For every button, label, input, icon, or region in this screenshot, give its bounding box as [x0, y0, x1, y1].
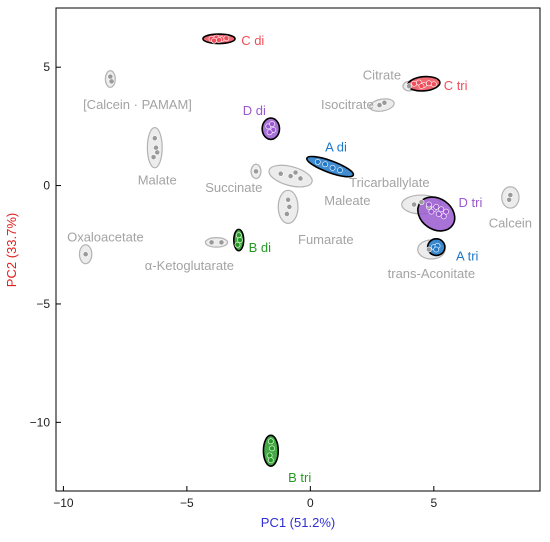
- point-maleate: [297, 175, 304, 182]
- point-isocitrate: [381, 99, 388, 106]
- point-a-di: [329, 164, 336, 171]
- point-b-tri: [267, 438, 274, 445]
- point-fumarate: [283, 211, 290, 217]
- point-c-tri: [425, 80, 432, 87]
- label-citrate: Citrate: [363, 67, 401, 82]
- point-calcein-pamam: [108, 78, 115, 85]
- point-a-tri: [433, 246, 440, 253]
- point-d-tri: [428, 208, 435, 215]
- plot-frame: [55, 7, 541, 492]
- point-a-di: [337, 167, 343, 174]
- point-ketoglutarate: [208, 239, 215, 246]
- label-c-tri: C tri: [444, 78, 468, 93]
- x-tick-label: −5: [180, 496, 194, 510]
- point-b-di: [237, 237, 243, 243]
- point-c-tri: [418, 83, 425, 90]
- point-d-tri: [435, 211, 442, 217]
- point-c-tri: [411, 80, 417, 87]
- label-d-tri: D tri: [459, 195, 483, 210]
- cluster-labels: Citrate Isocitrate [Calcein · PAMAM] Malate…: [67, 33, 532, 485]
- point-b-di: [235, 232, 242, 239]
- point-c-di: [223, 35, 230, 42]
- point-succinate: [253, 168, 259, 175]
- point-malate: [153, 144, 159, 151]
- x-tick-label: −10: [53, 496, 74, 510]
- label-b-tri: B tri: [288, 470, 311, 485]
- label-calcein: Calcein: [489, 215, 532, 230]
- point-malate: [154, 149, 161, 156]
- point-b-tri: [267, 457, 274, 464]
- x-tick-label: 0: [307, 496, 314, 510]
- point-ketoglutarate: [218, 239, 225, 246]
- point-b-tri: [269, 445, 275, 452]
- point-c-di: [216, 37, 222, 43]
- point-b-di: [234, 241, 241, 248]
- point-d-tri: [433, 203, 440, 210]
- label-malate: Malate: [138, 173, 177, 188]
- point-fumarate: [286, 203, 293, 210]
- y-tick-label: −10: [30, 415, 51, 429]
- point-malate: [151, 135, 158, 142]
- point-b-tri: [266, 452, 273, 459]
- data-points: [82, 34, 514, 464]
- point-tricarballylate: [411, 201, 417, 208]
- point-d-tri: [438, 206, 445, 213]
- label-tricarballylate: Tricarballylate: [349, 175, 429, 190]
- y-tick-label: 5: [43, 60, 50, 74]
- label-a-tri: A tri: [456, 248, 479, 263]
- point-citrate: [406, 83, 413, 90]
- label-d-di: D di: [243, 103, 266, 118]
- point-calcein: [506, 196, 513, 203]
- point-calcein-pamam: [107, 73, 114, 80]
- point-c-tri: [430, 81, 437, 88]
- x-axis-ticks: −10 −5 0 5: [53, 486, 437, 510]
- label-a-di: A di: [325, 140, 347, 155]
- label-trans-aconitate: trans-Aconitate: [388, 266, 475, 281]
- y-tick-label: −5: [36, 297, 50, 311]
- point-oxaloacetate: [82, 251, 89, 258]
- point-d-tri: [440, 213, 447, 220]
- point-d-di: [269, 121, 275, 127]
- point-a-di: [314, 158, 321, 165]
- y-tick-label: 0: [43, 179, 50, 193]
- point-tricarballylate: [418, 199, 425, 206]
- point-calcein: [507, 192, 514, 198]
- label-fumarate: Fumarate: [298, 232, 354, 247]
- point-d-tri: [425, 201, 432, 208]
- y-axis-ticks: 5 0 −5 −10: [30, 60, 61, 429]
- label-c-di: C di: [241, 33, 264, 48]
- label-succinate: Succinate: [205, 180, 262, 195]
- point-trans-aconitate: [425, 246, 432, 253]
- point-c-di: [211, 37, 217, 44]
- x-tick-label: 5: [430, 496, 437, 510]
- point-d-tri: [443, 208, 450, 215]
- label-b-di: B di: [249, 240, 272, 255]
- y-axis-label: PC2 (33.7%): [4, 213, 19, 287]
- point-maleate: [277, 170, 284, 177]
- point-a-di: [322, 161, 329, 168]
- point-malate: [150, 154, 157, 161]
- point-isocitrate: [376, 102, 383, 108]
- point-maleate: [292, 169, 299, 176]
- label-maleate: Maleate: [324, 193, 370, 208]
- x-axis-label: PC1 (51.2%): [261, 515, 335, 530]
- label-ketoglutarate: α-Ketoglutarate: [145, 258, 234, 273]
- point-maleate: [287, 173, 294, 180]
- point-d-di: [266, 129, 273, 136]
- label-oxaloacetate: Oxaloacetate: [67, 229, 144, 244]
- label-isocitrate: Isocitrate: [321, 97, 374, 112]
- label-calcein-pamam: [Calcein · PAMAM]: [83, 97, 192, 112]
- point-fumarate: [285, 196, 292, 203]
